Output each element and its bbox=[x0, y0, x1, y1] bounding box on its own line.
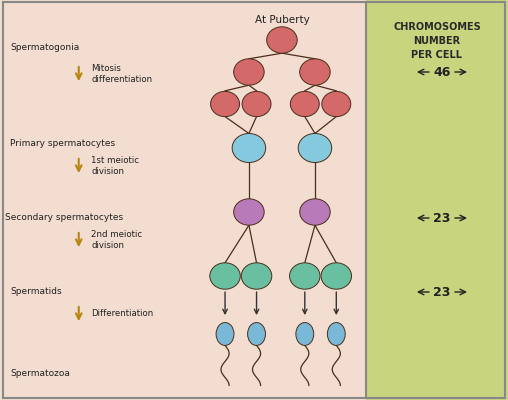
Text: At Puberty: At Puberty bbox=[255, 15, 309, 25]
Ellipse shape bbox=[300, 59, 330, 85]
Text: Spermatogonia: Spermatogonia bbox=[10, 44, 79, 52]
Ellipse shape bbox=[232, 134, 266, 162]
Text: Mitosis
differentiation: Mitosis differentiation bbox=[91, 64, 152, 84]
Bar bbox=[366, 0, 508, 400]
Ellipse shape bbox=[234, 199, 264, 225]
Ellipse shape bbox=[291, 91, 320, 117]
Text: CHROMOSOMES
NUMBER
PER CELL: CHROMOSOMES NUMBER PER CELL bbox=[393, 22, 481, 60]
Ellipse shape bbox=[247, 322, 266, 346]
Text: 23: 23 bbox=[433, 286, 451, 298]
Ellipse shape bbox=[298, 134, 332, 162]
Bar bbox=[0, 0, 366, 400]
Text: 1st meiotic
division: 1st meiotic division bbox=[91, 156, 139, 176]
Ellipse shape bbox=[241, 263, 272, 289]
Text: Primary spermatocytes: Primary spermatocytes bbox=[10, 140, 115, 148]
Ellipse shape bbox=[267, 27, 297, 53]
Text: Differentiation: Differentiation bbox=[91, 310, 154, 318]
Ellipse shape bbox=[242, 91, 271, 117]
Text: 2nd meiotic
division: 2nd meiotic division bbox=[91, 230, 143, 250]
Ellipse shape bbox=[216, 322, 234, 346]
Ellipse shape bbox=[321, 263, 352, 289]
Ellipse shape bbox=[296, 322, 314, 346]
Ellipse shape bbox=[210, 263, 240, 289]
Text: Secondary spermatocytes: Secondary spermatocytes bbox=[5, 214, 123, 222]
Ellipse shape bbox=[234, 59, 264, 85]
Ellipse shape bbox=[300, 199, 330, 225]
Text: 46: 46 bbox=[433, 66, 451, 78]
Text: 23: 23 bbox=[433, 212, 451, 224]
Text: Spermatozoa: Spermatozoa bbox=[10, 370, 70, 378]
Ellipse shape bbox=[327, 322, 345, 346]
Text: Spermatids: Spermatids bbox=[10, 288, 62, 296]
Ellipse shape bbox=[210, 91, 240, 117]
Ellipse shape bbox=[322, 91, 351, 117]
Ellipse shape bbox=[290, 263, 320, 289]
